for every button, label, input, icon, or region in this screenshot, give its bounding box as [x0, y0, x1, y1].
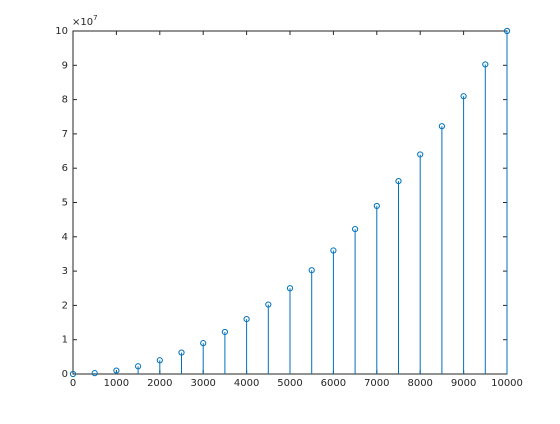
y-tick-label: 3 [62, 266, 68, 277]
x-tick-label: 9000 [451, 378, 476, 389]
stem-marker [113, 367, 120, 374]
stem-marker [438, 123, 445, 130]
stem-marker [352, 225, 359, 233]
stem-marker [330, 247, 337, 254]
stem-marker [265, 301, 272, 308]
y-multiplier-base: ×10 [72, 17, 93, 28]
stem-marker [395, 177, 402, 185]
x-tick-label: 10000 [491, 378, 523, 389]
y-multiplier-exponent: 7 [93, 14, 97, 22]
y-tick-label: 8 [62, 95, 68, 106]
stem-marker [503, 27, 511, 35]
x-tick-label: 7000 [364, 378, 389, 389]
x-tick-label: 4000 [234, 378, 259, 389]
x-tick-label: 0 [70, 378, 76, 389]
stem-marker [373, 202, 380, 210]
x-tick-label: 2000 [147, 378, 172, 389]
stem-marker [417, 151, 424, 158]
x-tick-label: 5000 [277, 378, 302, 389]
x-tick-label: 1000 [104, 378, 129, 389]
y-tick-label: 4 [62, 232, 68, 243]
stem-marker [460, 93, 467, 100]
y-tick-label: 2 [62, 300, 68, 311]
stem-marker [200, 340, 207, 347]
y-tick-label: 6 [62, 163, 68, 174]
y-tick-label: 5 [62, 198, 68, 209]
stem-marker [69, 370, 77, 378]
x-tick-label: 3000 [190, 378, 215, 389]
stem-marker [135, 363, 142, 370]
x-tick-label: 6000 [321, 378, 346, 389]
stem-marker [286, 285, 294, 292]
stem-marker [482, 61, 489, 68]
x-tick-label: 8000 [407, 378, 432, 389]
y-tick-label: 0 [62, 369, 68, 380]
y-tick-label: 7 [62, 129, 68, 140]
stem-marker [221, 328, 228, 336]
stem-marker [91, 370, 98, 377]
stem-marker [243, 316, 250, 323]
y-multiplier: ×107 [72, 14, 98, 28]
stem-marker [178, 349, 185, 356]
y-tick-label: 1 [62, 335, 68, 346]
y-tick-label: 10 [55, 26, 68, 37]
y-tick-label: 9 [62, 60, 68, 71]
stem-marker [308, 267, 315, 274]
stem-marker [156, 357, 163, 364]
